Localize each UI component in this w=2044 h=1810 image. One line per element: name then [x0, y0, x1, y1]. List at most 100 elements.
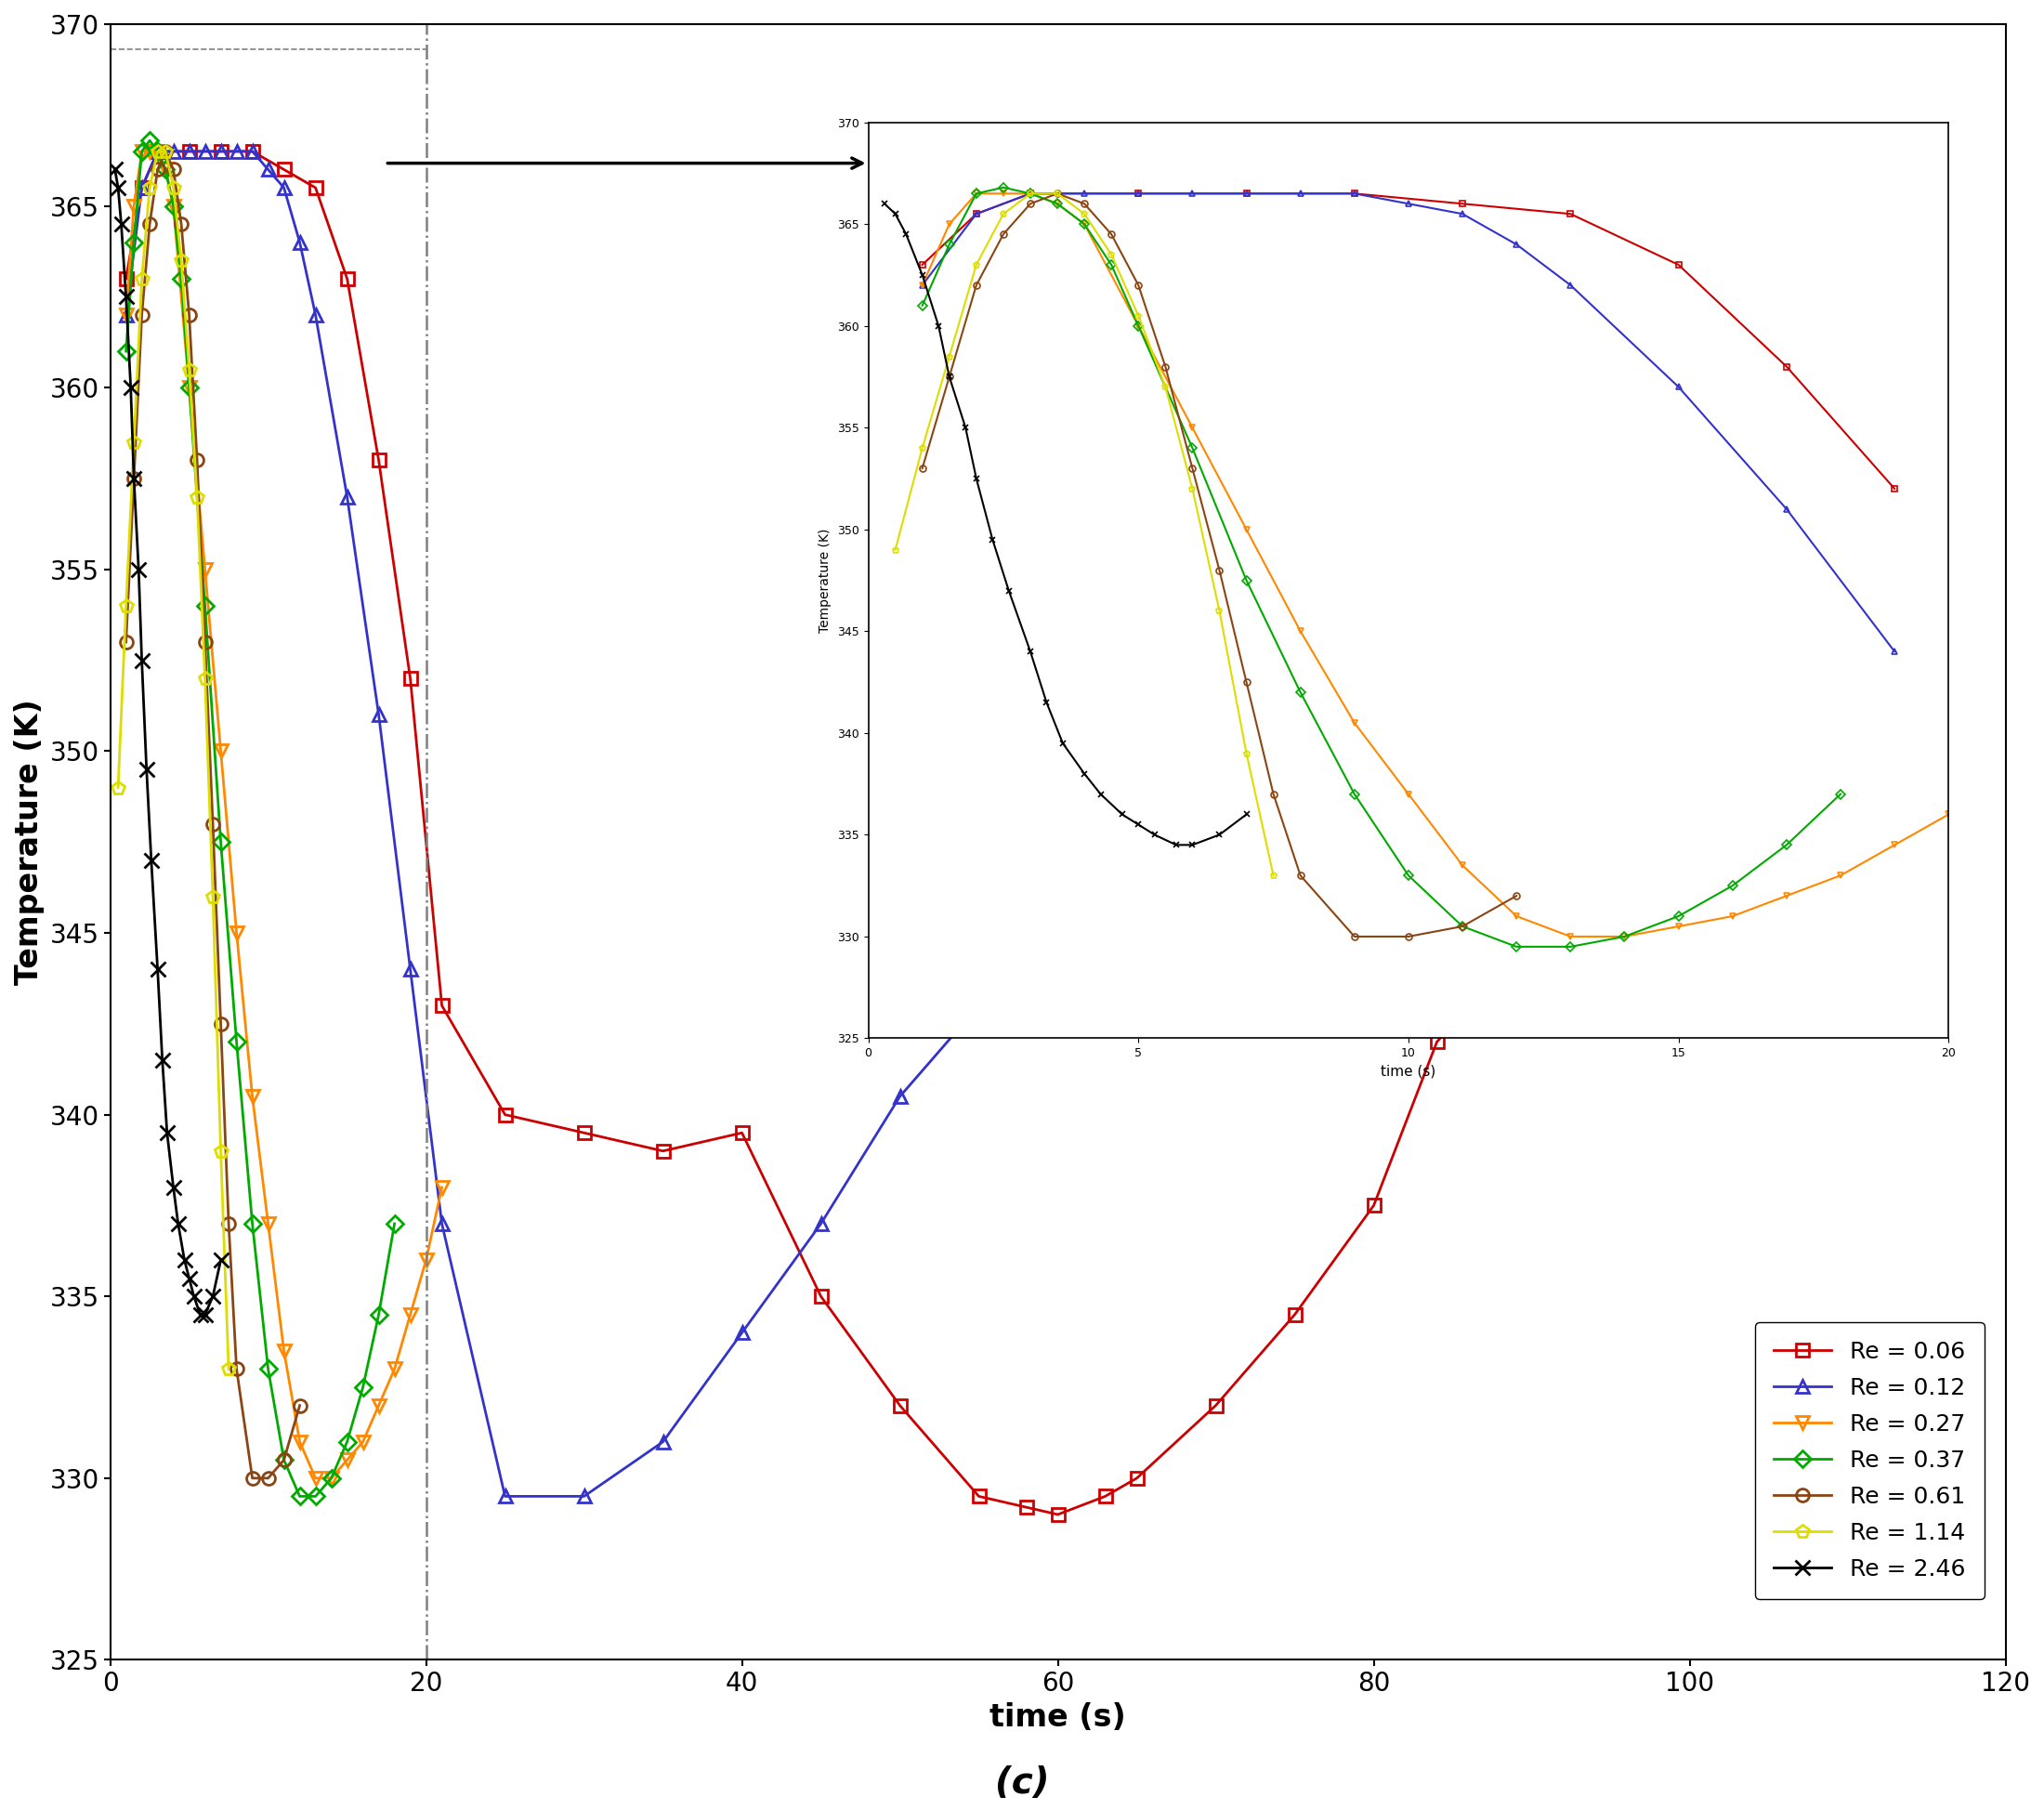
- Re = 0.61: [137, 214, 161, 235]
- Re = 0.06: [178, 141, 202, 163]
- Re = 0.12: [129, 177, 153, 199]
- Re = 2.46: [108, 214, 133, 235]
- Re = 1.14: [184, 485, 208, 507]
- Re = 0.27: [288, 1432, 313, 1453]
- Y-axis label: Temperature (K): Temperature (K): [14, 699, 45, 985]
- Re = 0.61: [123, 467, 147, 489]
- Re = 0.12: [303, 304, 327, 326]
- Re = 0.37: [137, 130, 161, 152]
- Re = 0.06: [399, 668, 423, 690]
- Re = 0.12: [366, 704, 390, 726]
- Re = 2.46: [119, 376, 143, 398]
- Re = 0.37: [256, 1358, 280, 1379]
- Re = 0.12: [239, 141, 264, 163]
- Re = 0.37: [225, 1032, 249, 1053]
- Re = 0.12: [145, 141, 170, 163]
- Re = 0.12: [1204, 849, 1228, 871]
- Re = 0.27: [399, 1303, 423, 1325]
- Re = 2.46: [145, 959, 170, 981]
- Re = 0.37: [153, 159, 178, 181]
- Re = 0.06: [809, 1285, 834, 1307]
- Re = 1.14: [200, 885, 225, 907]
- Re = 0.37: [161, 195, 186, 217]
- Re = 0.27: [352, 1432, 376, 1453]
- Re = 0.06: [208, 141, 233, 163]
- Re = 0.27: [335, 1450, 360, 1472]
- Re = 0.27: [303, 1468, 327, 1490]
- Re = 0.27: [429, 1176, 454, 1198]
- Line: Re = 0.61: Re = 0.61: [119, 145, 307, 1484]
- Re = 0.12: [208, 141, 233, 163]
- Line: Re = 0.06: Re = 0.06: [119, 145, 1774, 1520]
- Re = 0.12: [256, 159, 280, 181]
- Re = 1.14: [129, 268, 153, 290]
- Re = 0.37: [239, 1213, 264, 1234]
- Re = 0.06: [1425, 1032, 1449, 1053]
- Re = 1.14: [153, 141, 178, 163]
- Re = 0.12: [161, 141, 186, 163]
- Re = 2.46: [114, 286, 139, 308]
- Re = 0.61: [256, 1468, 280, 1490]
- Re = 0.27: [123, 195, 147, 217]
- Line: Re = 0.12: Re = 0.12: [119, 145, 1222, 1502]
- Re = 0.61: [153, 141, 178, 163]
- Re = 0.61: [200, 813, 225, 834]
- Re = 0.06: [887, 1394, 912, 1415]
- Re = 0.06: [114, 268, 139, 290]
- Line: Re = 1.14: Re = 1.14: [112, 145, 235, 1376]
- Re = 0.61: [170, 214, 194, 235]
- Re = 1.14: [170, 250, 194, 272]
- Line: Re = 2.46: Re = 2.46: [108, 163, 227, 1321]
- Re = 0.12: [493, 1486, 517, 1508]
- Re = 1.14: [192, 668, 217, 690]
- Re = 0.12: [730, 1321, 754, 1343]
- Re = 0.06: [429, 996, 454, 1017]
- Re = 0.12: [272, 177, 296, 199]
- Re = 0.06: [145, 141, 170, 163]
- Re = 2.46: [155, 1122, 180, 1144]
- Re = 0.27: [319, 1468, 343, 1490]
- Text: (c): (c): [995, 1765, 1049, 1801]
- Re = 0.27: [145, 141, 170, 163]
- Re = 2.46: [129, 650, 153, 672]
- Re = 0.06: [1094, 1486, 1118, 1508]
- Re = 0.37: [129, 141, 153, 163]
- Re = 0.27: [153, 159, 178, 181]
- Re = 0.37: [382, 1213, 407, 1234]
- Re = 0.61: [178, 304, 202, 326]
- Re = 0.06: [1598, 849, 1623, 871]
- Re = 2.46: [106, 177, 131, 199]
- Re = 0.27: [192, 559, 217, 581]
- Re = 0.12: [335, 485, 360, 507]
- Re = 2.46: [192, 1303, 217, 1325]
- Re = 1.14: [208, 1140, 233, 1162]
- Re = 0.06: [1047, 1504, 1071, 1526]
- Re = 0.27: [161, 195, 186, 217]
- Re = 0.37: [352, 1376, 376, 1397]
- Re = 0.37: [192, 595, 217, 617]
- Re = 2.46: [102, 159, 127, 181]
- Re = 1.14: [123, 431, 147, 452]
- Re = 0.12: [650, 1432, 675, 1453]
- Re = 0.37: [114, 340, 139, 362]
- Re = 0.61: [129, 304, 153, 326]
- Re = 0.27: [413, 1249, 437, 1271]
- Re = 2.46: [172, 1249, 196, 1271]
- Re = 0.61: [145, 159, 170, 181]
- Re = 2.46: [188, 1303, 213, 1325]
- Re = 0.37: [123, 232, 147, 253]
- Re = 0.12: [399, 959, 423, 981]
- Re = 1.14: [114, 595, 139, 617]
- Re = 0.61: [217, 1213, 241, 1234]
- Re = 0.61: [192, 632, 217, 653]
- Re = 2.46: [178, 1267, 202, 1289]
- Re = 1.14: [145, 141, 170, 163]
- Re = 1.14: [106, 776, 131, 798]
- Re = 0.06: [1361, 1195, 1386, 1216]
- Re = 0.37: [178, 376, 202, 398]
- Re = 0.12: [1124, 813, 1149, 834]
- Re = 0.27: [225, 921, 249, 943]
- Re = 0.06: [493, 1104, 517, 1126]
- Re = 0.12: [572, 1486, 597, 1508]
- Re = 0.06: [1014, 1497, 1038, 1519]
